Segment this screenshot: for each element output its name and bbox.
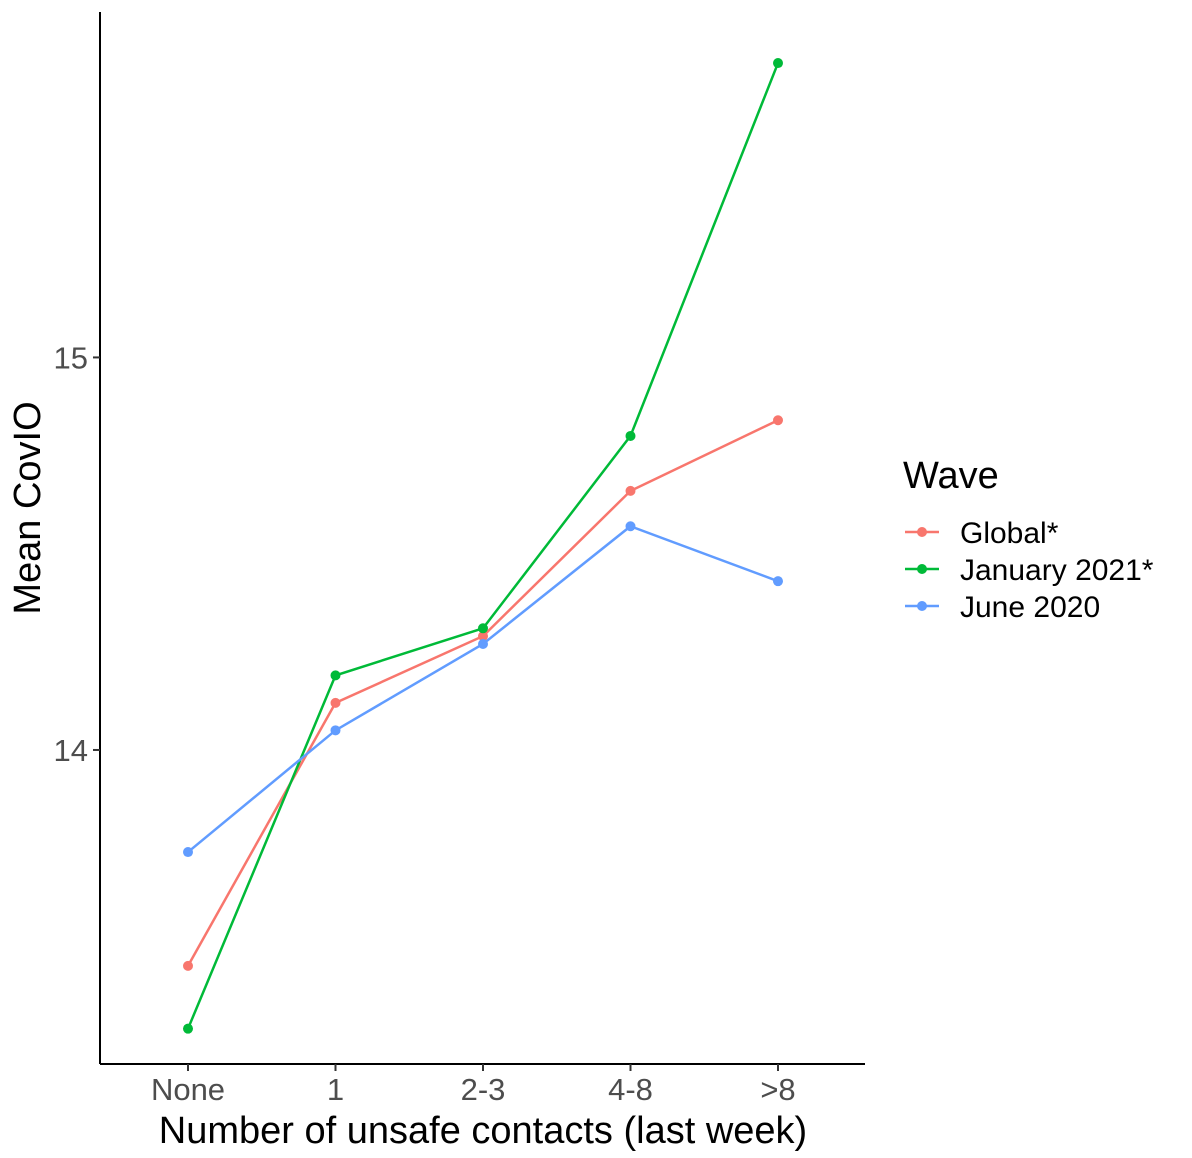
series-line	[186, 62, 780, 1030]
x-tick-label: 4-8	[608, 1072, 653, 1107]
series-june-2020	[183, 521, 783, 858]
data-point	[478, 638, 488, 649]
data-point	[330, 697, 341, 708]
x-tick-label: 2-3	[461, 1072, 506, 1107]
data-point	[330, 670, 341, 681]
legend-label: January 2021*	[960, 554, 1154, 587]
series-line	[187, 524, 779, 853]
data-point	[183, 847, 193, 858]
x-axis-ticks: None 1 2-3 4-8 >8	[151, 1064, 796, 1107]
data-point	[625, 430, 636, 441]
legend-key-point	[917, 527, 927, 537]
legend: Wave Global* January 2021* June 2020	[903, 455, 1154, 624]
x-tick-label: None	[151, 1072, 225, 1107]
data-point	[773, 576, 783, 587]
data-point	[625, 485, 636, 496]
y-axis-title: Mean CovIO	[7, 401, 49, 614]
legend-label: Global*	[960, 517, 1059, 550]
data-point	[330, 725, 341, 736]
y-tick-label: 15	[54, 340, 88, 375]
legend-item: January 2021*	[905, 554, 1154, 587]
x-tick-label: >8	[760, 1072, 795, 1107]
legend-key-point	[917, 564, 927, 574]
data-point	[625, 521, 636, 532]
series-line	[186, 419, 779, 967]
data-point	[773, 415, 783, 426]
y-tick-label: 14	[54, 733, 88, 768]
data-point	[478, 631, 488, 642]
legend-item: June 2020	[905, 591, 1100, 624]
legend-key-point	[917, 601, 927, 611]
y-axis-ticks: 14 15	[54, 340, 100, 768]
data-point	[773, 58, 783, 69]
legend-items: Global* January 2021* June 2020	[905, 517, 1154, 624]
plot-area	[183, 58, 783, 1034]
data-point	[478, 623, 488, 634]
legend-label: June 2020	[960, 591, 1100, 624]
legend-item: Global*	[905, 517, 1059, 550]
data-point	[183, 960, 193, 971]
x-tick-label: 1	[327, 1072, 344, 1107]
x-axis-title: Number of unsafe contacts (last week)	[159, 1110, 807, 1152]
data-point	[183, 1023, 193, 1034]
series-january-2021	[183, 58, 783, 1034]
legend-title: Wave	[903, 455, 999, 497]
series-global	[183, 415, 783, 971]
